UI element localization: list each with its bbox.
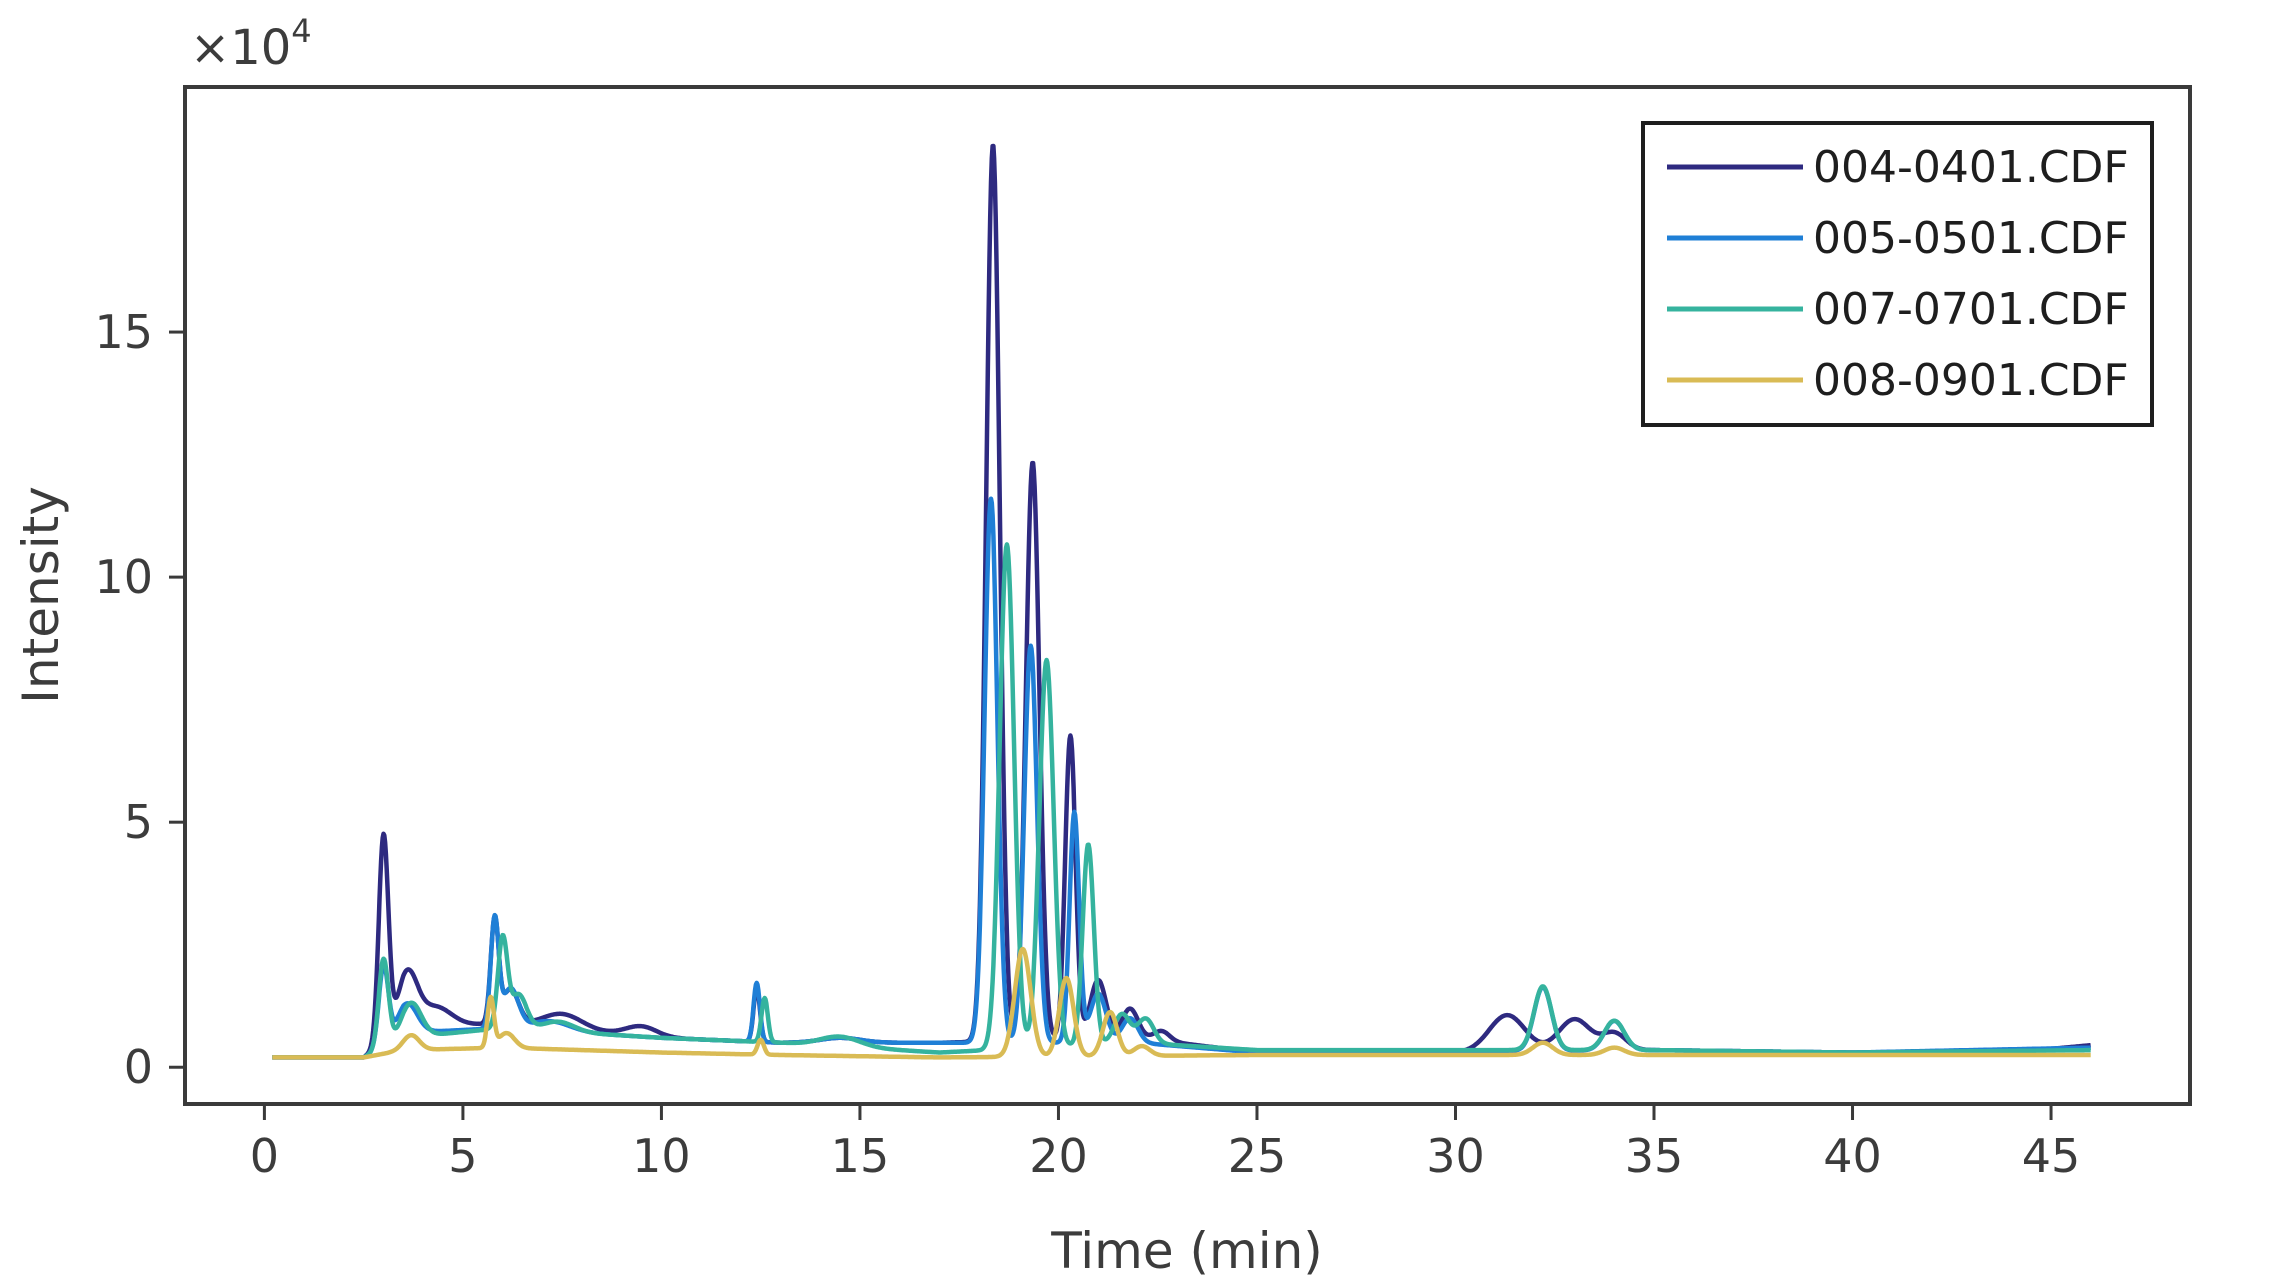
x-tick-label: 45	[2022, 1129, 2081, 1183]
y-tick-label: 10	[94, 550, 153, 604]
y-multiplier-exponent: 4	[291, 12, 311, 50]
series-line-2	[270, 496, 2093, 1060]
y-tick-label: 0	[124, 1040, 153, 1094]
x-tick-label: 15	[831, 1129, 890, 1183]
y-axis-title: Intensity	[12, 486, 70, 704]
legend-items: 004-0401.CDF 005-0501.CDF 007-0701.CDF 008-…	[1667, 142, 2129, 406]
legend-label: 008-0901.CDF	[1813, 355, 2129, 406]
y-multiplier-label: ×104	[190, 12, 312, 76]
x-axis-title: Time (min)	[1050, 1222, 1323, 1280]
x-tick-label: 20	[1029, 1129, 1088, 1183]
series-line-4	[270, 946, 2093, 1060]
y-tick-label: 5	[124, 795, 153, 849]
x-tick-label: 40	[1823, 1129, 1882, 1183]
series-line-3	[270, 542, 2093, 1060]
legend-label: 004-0401.CDF	[1813, 142, 2129, 193]
x-tick-label: 35	[1625, 1129, 1684, 1183]
x-tick-label: 25	[1228, 1129, 1287, 1183]
x-tick-label: 0	[250, 1129, 279, 1183]
x-tick-label: 30	[1426, 1129, 1485, 1183]
x-axis: 0 5 10 15 20 25 30 35 40 45	[250, 1104, 2081, 1183]
x-tick-label: 10	[632, 1129, 691, 1183]
legend-box	[1641, 121, 2154, 427]
series-layer	[270, 143, 2093, 1060]
x-tick-label: 5	[448, 1129, 477, 1183]
y-axis: 0 5 10 15	[94, 305, 185, 1094]
legend: 004-0401.CDF 005-0501.CDF 007-0701.CDF 008-…	[1641, 121, 2154, 427]
legend-label: 007-0701.CDF	[1813, 284, 2129, 335]
y-multiplier-base: ×10	[190, 20, 291, 76]
plot-frame	[183, 85, 2192, 1106]
y-tick-label: 15	[94, 305, 153, 359]
legend-label: 005-0501.CDF	[1813, 213, 2129, 264]
